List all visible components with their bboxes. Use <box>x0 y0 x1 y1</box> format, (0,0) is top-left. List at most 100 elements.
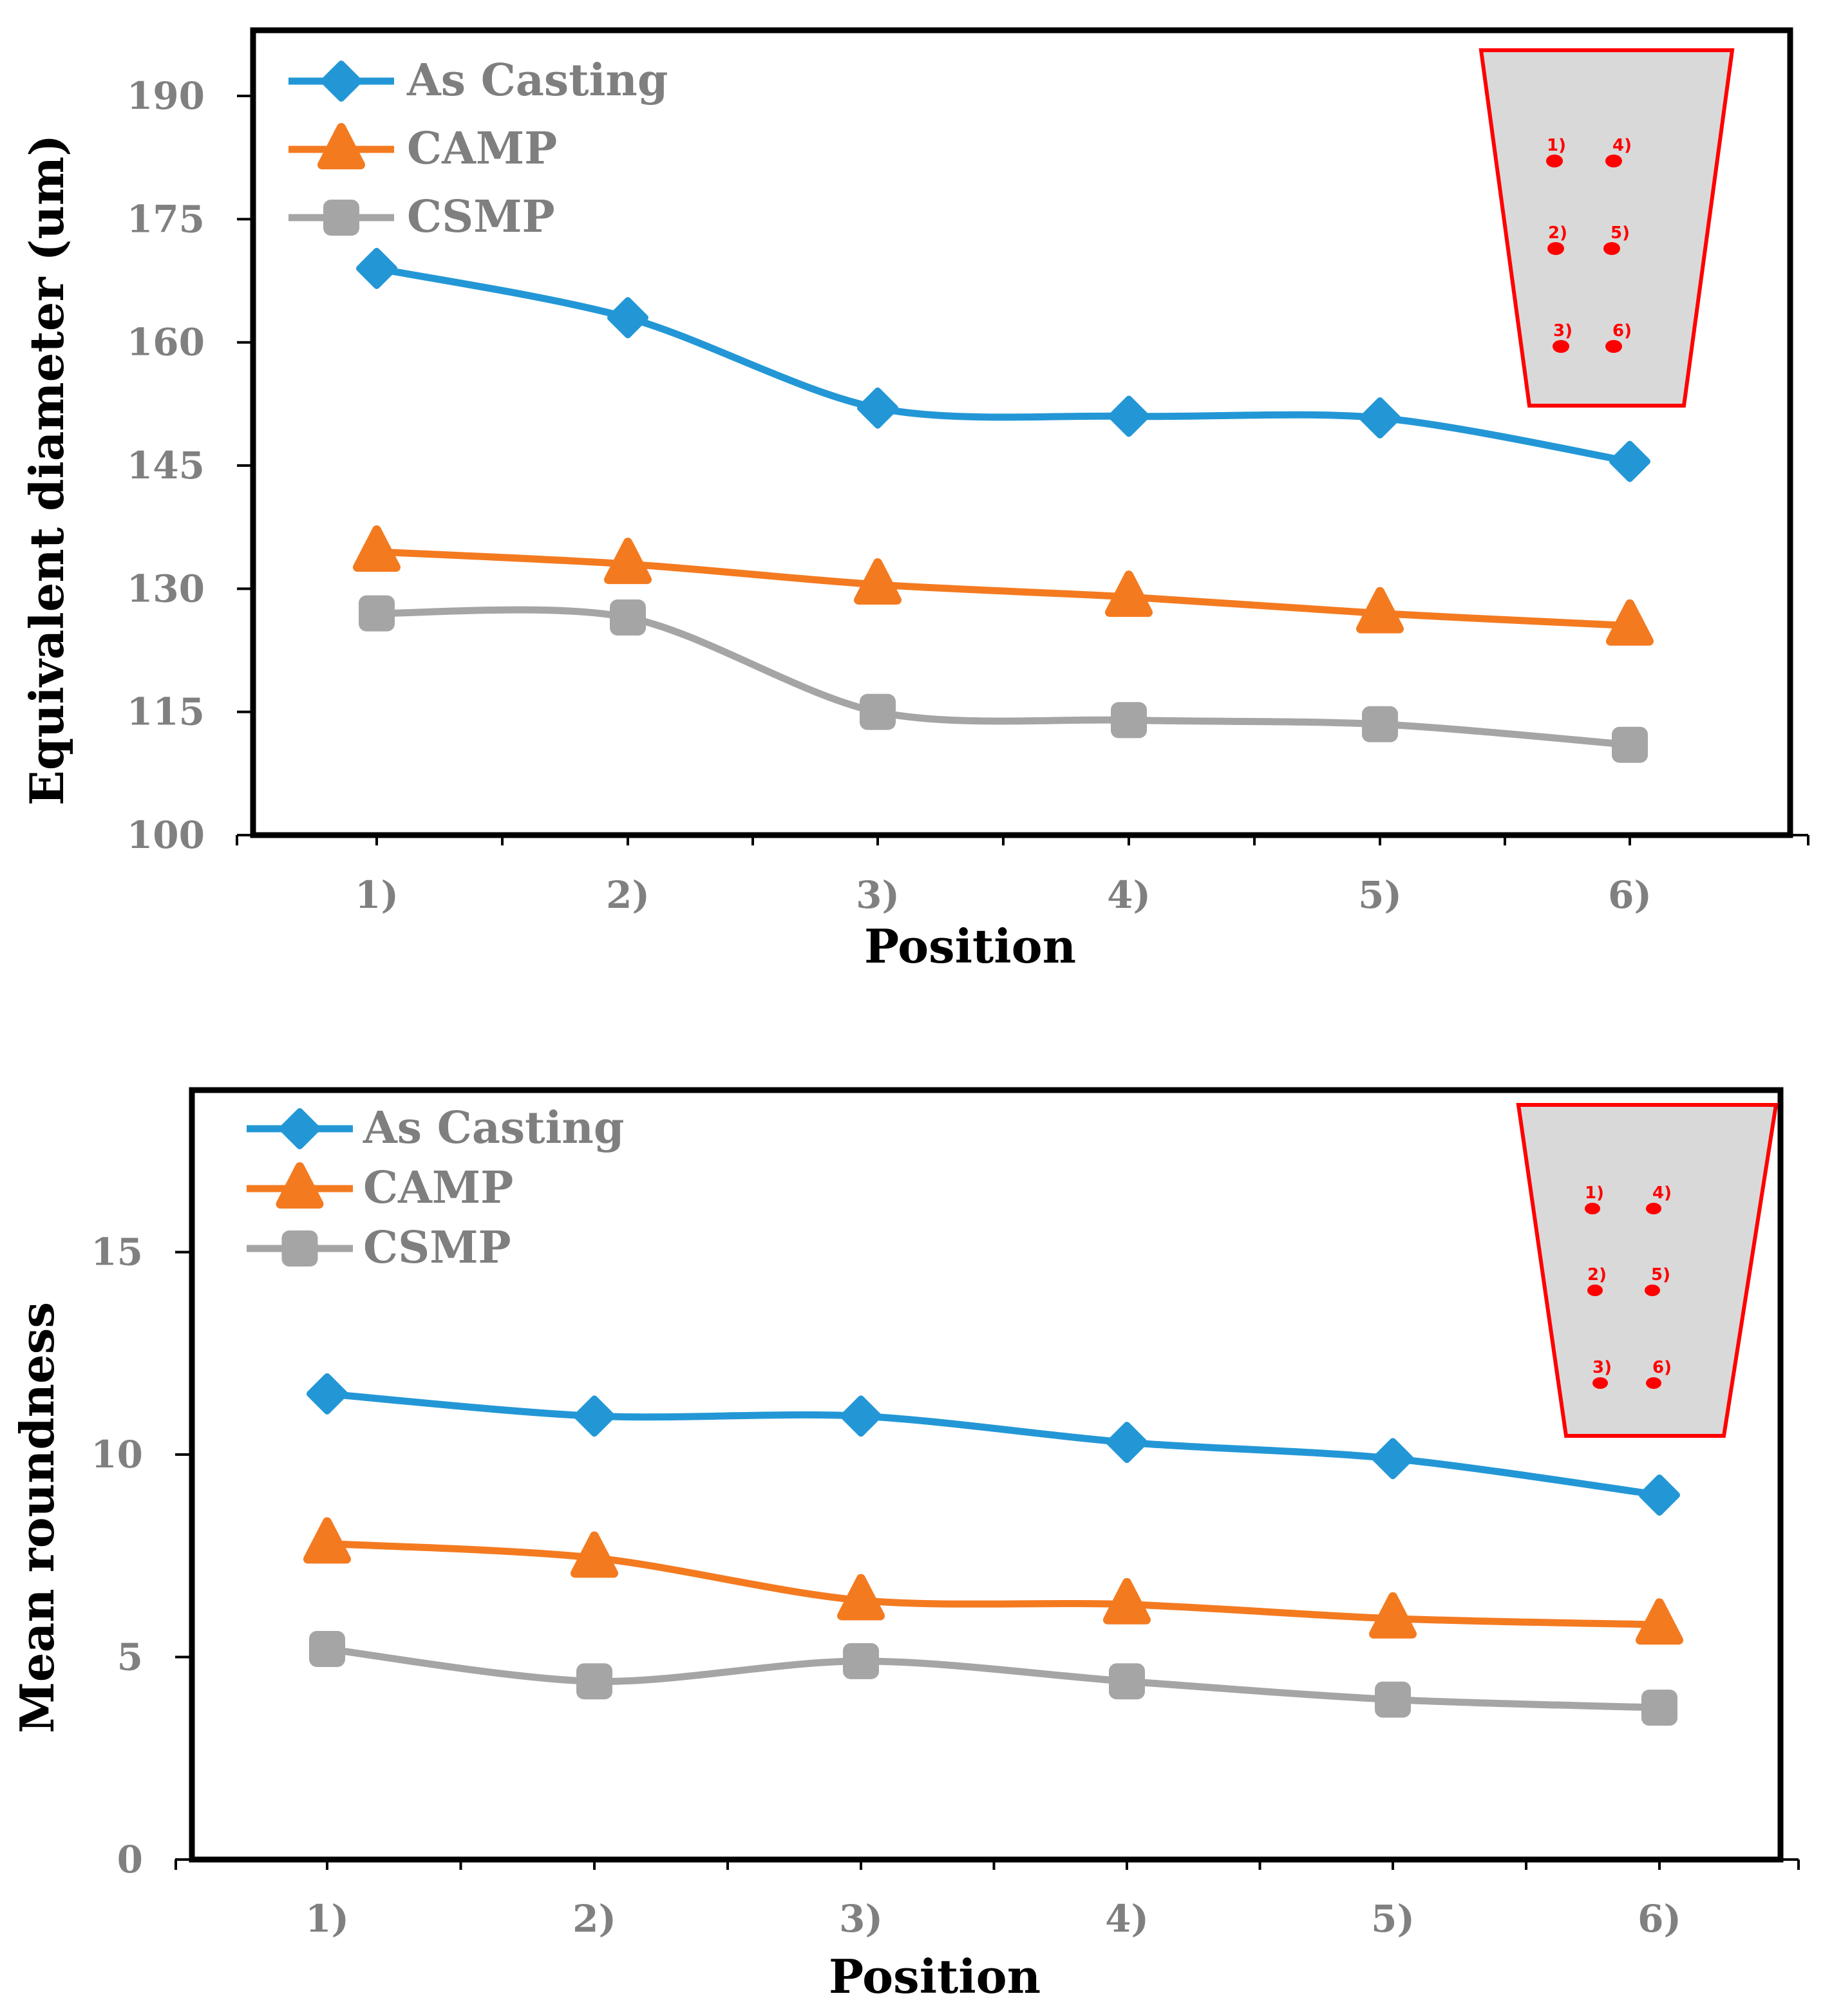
legend-label-camp: CAMP <box>407 123 557 174</box>
legend-marker-csmp <box>281 1230 318 1267</box>
inset-position-dot <box>1553 340 1569 353</box>
data-point-as-casting <box>1372 1438 1413 1480</box>
y-tick-label: 145 <box>127 444 205 487</box>
y-tick-label: 0 <box>117 1838 143 1881</box>
y-tick-label: 160 <box>127 321 205 364</box>
data-point-csmp <box>1362 706 1398 742</box>
x-tick-label: 4) <box>1105 1897 1149 1941</box>
data-point-csmp <box>359 595 395 632</box>
legend-marker-csmp <box>323 200 359 236</box>
inset-position-dot <box>1547 242 1564 255</box>
inset-position-label: 2) <box>1548 223 1567 243</box>
data-point-camp <box>353 525 401 572</box>
x-axis-title: Position <box>829 1949 1041 2004</box>
inset-position-label: 5) <box>1651 1265 1670 1285</box>
inset-position-dot <box>1646 1377 1661 1389</box>
y-tick-label: 10 <box>91 1433 143 1476</box>
inset-position-label: 4) <box>1612 136 1632 155</box>
inset-position-dot <box>1605 155 1622 167</box>
y-tick-label: 100 <box>127 813 205 857</box>
y-axis-title: Equivalent diameter (um) <box>19 135 74 805</box>
data-point-as-casting <box>1609 440 1650 482</box>
data-point-as-casting <box>307 1373 348 1415</box>
series-line-as-casting <box>326 1390 1660 1499</box>
y-tick-label: 15 <box>91 1230 143 1274</box>
legend-label-as-casting: As Casting <box>363 1102 624 1154</box>
data-point-as-casting <box>840 1395 882 1437</box>
legend-label-camp: CAMP <box>363 1162 513 1214</box>
data-point-camp <box>854 558 902 605</box>
inset-position-dot <box>1546 155 1563 167</box>
y-tick-label: 115 <box>127 690 205 734</box>
inset-position-diagram: 1) 4) 2) 5) 3) 6) <box>1478 48 1735 408</box>
data-point-as-casting <box>857 387 898 429</box>
data-point-csmp <box>1375 1681 1411 1718</box>
inset-position-label: 6) <box>1612 321 1632 341</box>
inset-position-label: 1) <box>1547 136 1566 155</box>
inset-position-dot <box>1603 242 1620 255</box>
legend-marker-camp <box>276 1162 324 1209</box>
legend-marker-as-casting <box>321 61 362 102</box>
legend-label-csmp: CSMP <box>363 1222 511 1274</box>
x-axis-title: Position <box>864 919 1076 974</box>
data-point-csmp <box>309 1630 345 1667</box>
data-point-csmp <box>1109 1663 1145 1700</box>
series-line-camp <box>376 548 1630 630</box>
inset-trapezoid <box>1478 48 1735 408</box>
y-tick-label: 190 <box>127 74 205 118</box>
inset-position-diagram: 1) 4) 2) 5) 3) 6) <box>1516 1103 1779 1438</box>
data-point-as-casting <box>1359 397 1401 439</box>
x-tick-label: 1) <box>355 873 399 917</box>
data-point-as-casting <box>607 297 648 339</box>
data-point-csmp <box>610 599 646 636</box>
x-tick-label: 6) <box>1608 873 1652 917</box>
inset-position-label: 5) <box>1610 223 1630 243</box>
series-line-csmp <box>376 606 1630 749</box>
data-point-camp <box>1636 1598 1683 1645</box>
legend-marker-camp <box>317 123 365 169</box>
inset-position-dot <box>1585 1203 1600 1214</box>
x-tick-label: 3) <box>839 1897 883 1941</box>
inset-position-label: 1) <box>1585 1183 1604 1203</box>
data-point-camp <box>1105 570 1153 617</box>
chart-1: 100 115 130 145 160 175 190 1) 2) 3) 4) 5) 6) Positio… <box>19 27 1809 974</box>
data-point-camp <box>571 1531 618 1578</box>
x-tick-label: 1) <box>305 1897 349 1941</box>
series-line-as-casting <box>375 265 1630 466</box>
data-point-camp <box>303 1517 351 1564</box>
data-point-csmp <box>860 693 896 730</box>
data-point-as-casting <box>356 247 397 289</box>
inset-position-dot <box>1646 1203 1661 1214</box>
x-tick-label: 5) <box>1358 873 1402 917</box>
inset-position-label: 4) <box>1652 1183 1672 1203</box>
data-point-as-casting <box>1108 395 1149 437</box>
x-tick-label: 2) <box>606 873 650 917</box>
data-point-csmp <box>1612 726 1648 763</box>
legend-marker-as-casting <box>279 1108 321 1149</box>
inset-trapezoid <box>1516 1103 1779 1438</box>
legend-label-as-casting: As Casting <box>406 55 668 106</box>
data-point-camp <box>837 1574 885 1621</box>
inset-position-dot <box>1605 340 1622 353</box>
y-axis-title: Mean roundness <box>10 1302 64 1733</box>
data-point-as-casting <box>1639 1474 1680 1516</box>
x-tick-label: 6) <box>1638 1897 1681 1941</box>
y-tick-label: 130 <box>127 567 205 610</box>
series-line-csmp <box>326 1645 1660 1711</box>
inset-position-dot <box>1592 1377 1608 1389</box>
inset-position-dot <box>1587 1285 1603 1296</box>
data-point-csmp <box>1641 1690 1677 1726</box>
x-tick-label: 5) <box>1371 1897 1415 1941</box>
chart-2: 0 5 10 15 1) 2) 3) 4) 5) 6) Position Mean roundness… <box>10 1087 1800 2004</box>
data-point-as-casting <box>1106 1422 1148 1464</box>
x-tick-label: 4) <box>1107 873 1151 917</box>
inset-position-label: 3) <box>1553 321 1573 341</box>
data-point-camp <box>1356 587 1404 634</box>
data-point-csmp <box>843 1643 879 1679</box>
data-point-camp <box>604 538 652 585</box>
y-tick-label: 175 <box>127 197 205 241</box>
data-point-csmp <box>1111 702 1147 739</box>
data-point-camp <box>1606 599 1654 646</box>
data-point-camp <box>1369 1592 1417 1639</box>
